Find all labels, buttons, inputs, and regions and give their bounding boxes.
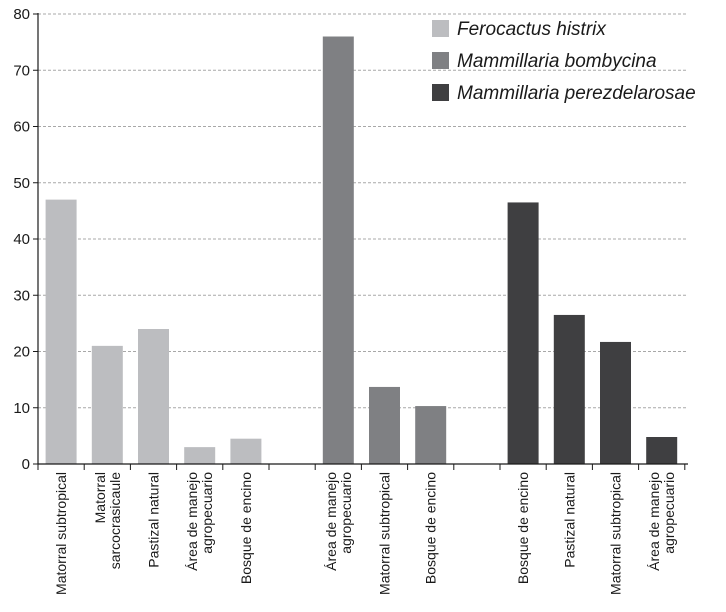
y-tick-label: 50 <box>13 175 30 192</box>
x-tick-label-line: Matorral <box>92 472 108 523</box>
bar <box>45 199 77 464</box>
bar <box>553 314 585 464</box>
x-category-labels: Matorral subtropical Matorralsarcocrasica… <box>53 472 677 595</box>
x-tick-label-line: Área de manejo <box>646 472 662 571</box>
x-tick-label: Matorralsarcocrasicaule <box>92 472 123 569</box>
bars <box>45 36 678 464</box>
legend: Ferocactus histrix Mammillaria bombycina M… <box>432 19 696 104</box>
axes <box>33 13 688 470</box>
y-tick-label: 40 <box>13 231 30 248</box>
x-tick-label-line: Bosque de encino <box>238 472 254 584</box>
x-tick-label: Matorral subtropical <box>53 472 69 595</box>
y-tick-labels: 0 10 20 30 40 50 60 70 80 <box>13 6 30 473</box>
x-tick-label-line: Matorral subtropical <box>608 472 624 595</box>
legend-label: Ferocactus histrix <box>457 19 607 40</box>
x-tick-label: Matorral subtropical <box>608 472 624 595</box>
x-tick-label: Pastizal natural <box>561 472 577 568</box>
x-tick-label: Bosque de encino <box>238 472 254 584</box>
x-tick-label-line: Matorral subtropical <box>377 472 393 595</box>
y-tick-label: 70 <box>13 62 30 79</box>
x-tick-label-line: Área de manejo <box>323 472 339 571</box>
x-tick-label-line: Matorral subtropical <box>53 472 69 595</box>
y-tick-label: 60 <box>13 119 30 136</box>
x-tick-label-line: sarcocrasicaule <box>107 472 123 569</box>
bar <box>369 386 400 464</box>
x-tick-label-line: Área de manejo <box>184 472 200 571</box>
y-tick-label: 10 <box>13 400 30 417</box>
x-tick-label-line: Bosque de encino <box>423 472 439 584</box>
y-tick-label: 0 <box>22 456 30 473</box>
x-tick-label: Bosque de encino <box>423 472 439 584</box>
bar <box>507 202 539 464</box>
gridlines <box>38 13 688 409</box>
legend-swatch <box>432 20 449 37</box>
bar <box>91 345 123 464</box>
x-tick-label-line: Bosque de encino <box>515 472 531 584</box>
x-tick-label: Área de manejoagropecuario <box>646 472 677 571</box>
legend-label: Mammillaria bombycina <box>457 51 657 72</box>
x-tick-label: Matorral subtropical <box>377 472 393 595</box>
y-tick-label: 30 <box>13 287 30 304</box>
bar <box>646 437 678 464</box>
bar <box>322 36 354 464</box>
x-tick-label-line: Pastizal natural <box>146 472 162 568</box>
x-tick-label-line: agropecuario <box>199 472 215 554</box>
x-tick-label-line: agropecuario <box>338 472 354 554</box>
x-tick-label-line: Pastizal natural <box>561 472 577 568</box>
bar <box>415 406 447 464</box>
bar <box>230 438 262 464</box>
bar <box>138 329 169 464</box>
x-tick-label-line: agropecuario <box>661 472 677 554</box>
bar <box>600 341 631 464</box>
x-tick-label: Bosque de encino <box>515 472 531 584</box>
legend-swatch <box>432 52 449 69</box>
x-tick-label: Pastizal natural <box>146 472 162 568</box>
legend-swatch <box>432 84 449 101</box>
bar <box>184 447 216 464</box>
x-tick-label: Área de manejoagropecuario <box>323 472 354 571</box>
legend-label: Mammillaria perezdelarosae <box>457 83 696 104</box>
y-tick-label: 20 <box>13 344 30 361</box>
y-tick-label: 80 <box>13 6 30 23</box>
x-tick-label: Área de manejoagropecuario <box>184 472 215 571</box>
